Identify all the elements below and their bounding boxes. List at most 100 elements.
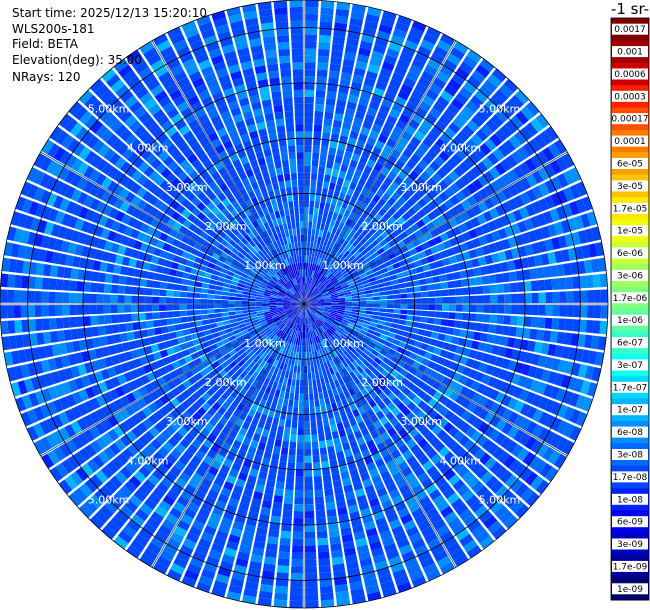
range-gate (263, 336, 270, 343)
range-gate (290, 302, 298, 304)
range-gate (194, 227, 204, 236)
range-gate (116, 142, 129, 156)
range-gate (180, 107, 193, 119)
range-gate (266, 356, 273, 364)
range-gate (148, 170, 160, 182)
range-gate (113, 58, 129, 73)
range-gate (391, 378, 401, 387)
range-gate (217, 378, 226, 387)
range-gate (237, 320, 245, 326)
range-gate (214, 299, 222, 304)
range-gate (65, 201, 77, 214)
range-gate (345, 301, 353, 304)
range-gate (271, 334, 278, 342)
range-gate (282, 317, 289, 323)
range-gate (233, 408, 242, 418)
range-gate (538, 396, 549, 410)
range-gate (483, 170, 495, 183)
range-gate (489, 180, 501, 193)
range-gate (406, 287, 414, 293)
range-gate (308, 293, 314, 300)
range-gate (220, 361, 229, 369)
range-gate (148, 402, 159, 413)
range-gate (365, 223, 373, 232)
range-gate (345, 373, 353, 382)
range-gate (104, 325, 113, 335)
range-gate (103, 304, 111, 314)
range-gate (448, 426, 460, 438)
range-gate (126, 237, 136, 248)
range-gate (497, 228, 508, 240)
range-gate (247, 250, 255, 258)
range-gate (31, 347, 41, 361)
range-gate (304, 193, 310, 201)
range-gate (358, 355, 366, 363)
range-gate (352, 408, 360, 418)
range-gate (466, 268, 475, 278)
range-gate (310, 299, 318, 302)
range-gate (284, 391, 290, 400)
range-gate (417, 124, 430, 136)
range-gate (299, 310, 303, 318)
range-gate (101, 432, 114, 446)
range-gate (48, 318, 57, 330)
range-gate (234, 244, 243, 252)
range-gate (564, 361, 575, 375)
range-gate (305, 41, 317, 49)
range-gate (322, 323, 329, 330)
range-gate (27, 290, 35, 303)
range-gate (228, 311, 236, 316)
range-gate (313, 336, 317, 344)
range-gate (306, 317, 310, 325)
range-gate (480, 104, 494, 118)
range-gate (43, 331, 52, 344)
range-gate (592, 320, 601, 334)
range-gate (304, 359, 307, 367)
range-gate (279, 290, 286, 295)
range-gate (230, 218, 239, 227)
range-gate (319, 334, 325, 341)
range-gate (329, 290, 337, 294)
range-gate (17, 213, 28, 228)
range-gate (218, 369, 227, 378)
range-gate (527, 256, 536, 268)
range-gate (352, 360, 360, 369)
range-gate (447, 78, 462, 91)
range-gate (175, 154, 186, 165)
range-gate (322, 474, 332, 483)
range-gate (74, 377, 85, 390)
range-gate (308, 309, 313, 316)
range-gate (521, 363, 531, 376)
range-gate (478, 188, 489, 200)
range-gate (432, 413, 444, 424)
range-gate (336, 99, 347, 108)
range-gate (123, 371, 134, 382)
range-gate (190, 268, 199, 275)
range-gate (515, 327, 524, 338)
range-gate (13, 228, 24, 243)
range-gate (331, 297, 339, 300)
range-gate (232, 235, 241, 244)
range-gate (430, 245, 440, 254)
range-gate (33, 187, 45, 202)
range-gate (226, 357, 234, 365)
range-gate (265, 253, 272, 261)
range-gate (435, 297, 443, 304)
range-gate (500, 489, 514, 504)
range-gate (338, 222, 345, 230)
range-gate (357, 193, 366, 202)
range-gate (249, 309, 257, 313)
range-gate (247, 276, 255, 282)
range-gate (270, 350, 277, 358)
range-gate (386, 512, 399, 523)
range-gate (440, 33, 455, 47)
range-gate (521, 232, 531, 245)
range-gate (251, 284, 259, 289)
range-gate (556, 420, 569, 435)
range-gate (442, 109, 456, 121)
range-gate (449, 414, 460, 426)
range-gate (89, 397, 101, 410)
range-gate (20, 305, 28, 318)
range-gate (58, 342, 68, 355)
range-gate (304, 524, 315, 532)
